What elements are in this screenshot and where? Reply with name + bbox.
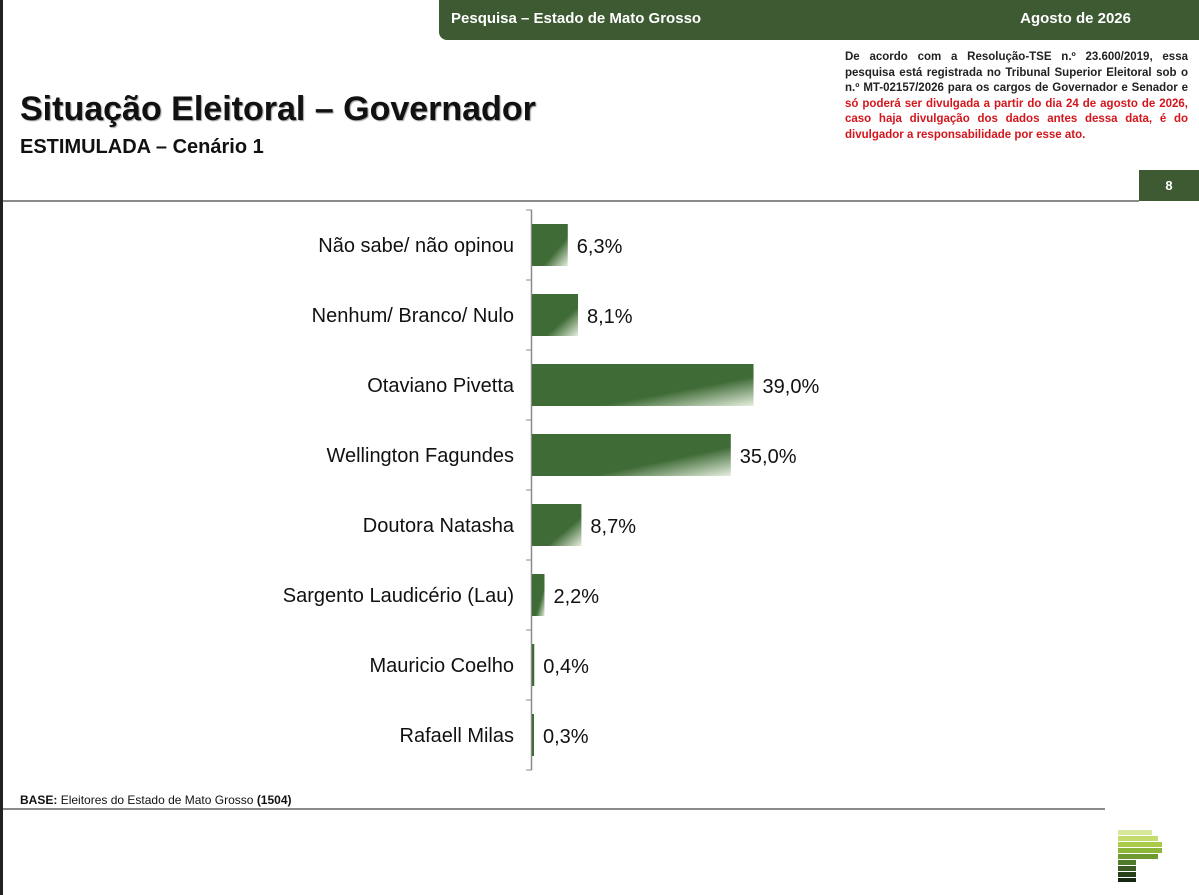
base-label: BASE: (20, 793, 58, 807)
bar (532, 434, 731, 476)
page-number: 8 (1165, 178, 1173, 193)
date-label: Agosto de 2026 (1020, 10, 1131, 27)
value-label: 2,2% (553, 586, 599, 608)
value-label: 8,1% (587, 306, 633, 328)
company-logo-icon (1118, 830, 1162, 882)
divider-bottom (3, 808, 1105, 810)
category-label: Doutora Natasha (363, 515, 515, 537)
legal-notice-warning: só poderá ser divulgada a partir do dia … (845, 97, 1188, 141)
value-label: 0,4% (543, 656, 589, 678)
bar (532, 504, 582, 546)
category-label: Não sabe/ não opinou (318, 235, 514, 257)
legal-notice: De acordo com a Resolução-TSE n.º 23.600… (845, 50, 1188, 143)
bar (532, 224, 568, 266)
value-label: 35,0% (740, 446, 797, 468)
bar (532, 294, 579, 336)
bar (532, 714, 534, 756)
survey-label: Pesquisa – Estado de Mato Grosso (451, 10, 702, 27)
page-title: Situação Eleitoral – Governador (20, 90, 536, 128)
bar (532, 364, 754, 406)
legal-notice-text: De acordo com a Resolução-TSE n.º 23.600… (845, 51, 1188, 94)
divider-top (3, 200, 1139, 202)
page-left-border (0, 0, 3, 895)
value-label: 39,0% (763, 376, 820, 398)
bar (532, 644, 535, 686)
category-label: Nenhum/ Branco/ Nulo (312, 305, 514, 327)
base-note: BASE: Eleitores do Estado de Mato Grosso… (20, 793, 292, 807)
category-label: Rafaell Milas (400, 725, 514, 747)
category-label: Wellington Fagundes (326, 445, 514, 467)
bar-chart: Não sabe/ não opinou 6,3% Nenhum/ Branco/ … (283, 209, 820, 771)
base-count: (1504) (256, 793, 292, 807)
header-bar: Pesquisa – Estado de Mato Grosso Agosto … (439, 0, 1199, 40)
category-label: Mauricio Coelho (369, 655, 514, 677)
bar (532, 574, 545, 616)
page-subtitle: ESTIMULADA – Cenário 1 (20, 136, 264, 158)
category-label: Sargento Laudicério (Lau) (283, 585, 514, 607)
page-number-badge: 8 (1139, 170, 1199, 201)
value-label: 0,3% (543, 726, 589, 748)
category-label: Otaviano Pivetta (367, 375, 515, 397)
value-label: 8,7% (590, 516, 636, 538)
value-label: 6,3% (577, 236, 623, 258)
base-text: Eleitores do Estado de Mato Grosso (60, 793, 254, 807)
